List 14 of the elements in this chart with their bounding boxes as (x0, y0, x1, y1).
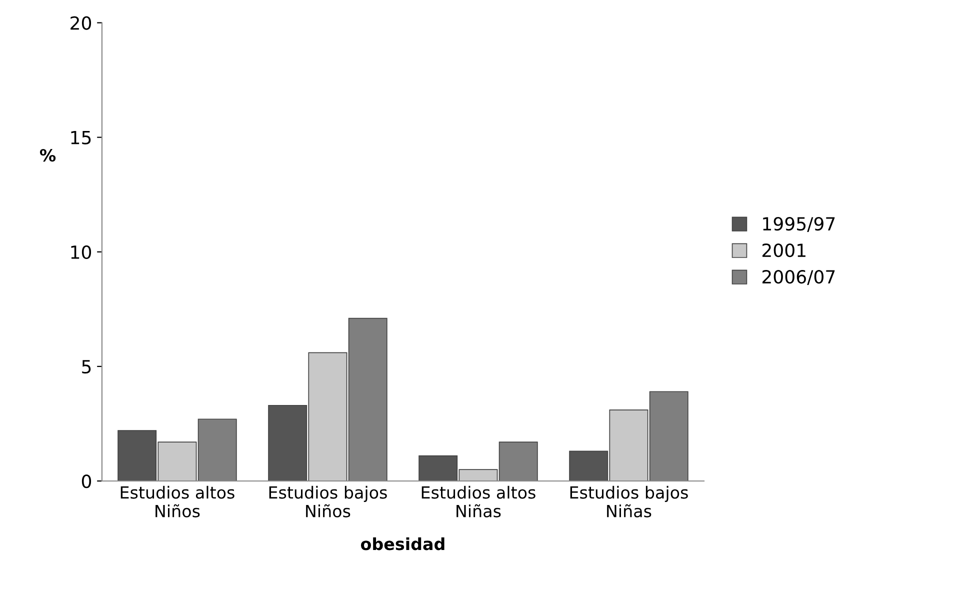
legend-label: 1995/97 (763, 216, 835, 232)
x-axis-title: obesidad (360, 537, 444, 550)
y-tick-label: 10 (71, 245, 92, 259)
y-tick-label: 0 (82, 474, 92, 488)
legend-label: 2006/07 (762, 270, 835, 286)
x-tick-label: Estudios bajos Niños (269, 486, 387, 518)
y-tick-label: 5 (82, 360, 91, 374)
x-tick-label: Estudios altos Niñas (422, 486, 536, 518)
x-tick-label: Estudios bajos Niñas (570, 486, 688, 518)
y-axis-title: % (40, 148, 56, 162)
y-tick-label: 15 (71, 131, 91, 144)
legend-label: 2001 (762, 243, 806, 258)
x-tick-label: Estudios altos Niños (120, 486, 234, 518)
y-tick-label: 20 (70, 16, 92, 30)
